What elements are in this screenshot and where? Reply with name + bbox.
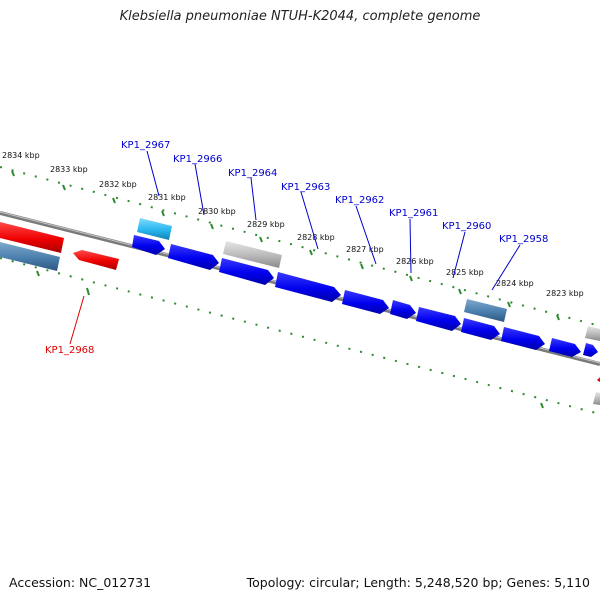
map-title: Klebsiella pneumoniae NTUH-K2044, comple… (119, 9, 481, 24)
gene-arrow-forward[interactable] (501, 327, 545, 350)
gene-label[interactable]: KP1_2961 (389, 208, 438, 219)
kbp-label: 2830 kbp (198, 207, 236, 216)
gene-arrow-forward[interactable] (219, 258, 274, 285)
gene-block-gray[interactable] (223, 241, 282, 268)
gene-arrow-forward[interactable] (461, 318, 500, 340)
gene-block-cyan[interactable] (137, 218, 172, 240)
gene-arrow-forward[interactable] (549, 338, 581, 357)
gene-label[interactable]: KP1_2968 (45, 345, 94, 356)
forward-genes (132, 235, 598, 357)
gene-label[interactable]: KP1_2960 (442, 221, 491, 232)
gene-block-steel[interactable] (0, 242, 60, 271)
outer-ruler (0, 166, 600, 327)
kbp-label: 2828 kbp (297, 233, 335, 242)
inner-ruler-major-ticks (36, 270, 544, 409)
label-leaders (69, 150, 521, 345)
gene-arrow-forward[interactable] (168, 244, 219, 270)
gene-label[interactable]: KP1_2967 (121, 140, 170, 151)
gene-labels: KP1_2967 KP1_2966 KP1_2964 KP1_2963 KP1_… (45, 140, 548, 356)
gene-arrow-forward[interactable] (342, 290, 389, 314)
gene-block-steel[interactable] (464, 299, 507, 322)
gene-arrow-forward[interactable] (390, 300, 416, 319)
gene-label[interactable]: KP1_2966 (173, 154, 222, 165)
kbp-label: 2833 kbp (50, 165, 88, 174)
gene-arrow-forward[interactable] (132, 235, 165, 255)
gene-arrow-forward[interactable] (583, 343, 598, 357)
gene-arrow-reverse[interactable] (597, 377, 600, 382)
reverse-genes (0, 222, 600, 382)
kbp-label: 2823 kbp (546, 289, 584, 298)
kbp-label: 2824 kbp (496, 279, 534, 288)
outer-ruler-major-ticks (11, 170, 560, 321)
accession-text: Accession: NC_012731 (9, 575, 152, 590)
kbp-label: 2834 kbp (2, 151, 40, 160)
gene-block-gray[interactable] (593, 392, 600, 405)
kbp-label: 2829 kbp (247, 220, 285, 229)
kbp-label: 2831 kbp (148, 193, 186, 202)
kbp-label: 2832 kbp (99, 180, 137, 189)
topology-text: Topology: circular; Length: 5,248,520 bp… (246, 575, 590, 590)
gene-label[interactable]: KP1_2962 (335, 195, 384, 206)
gene-label[interactable]: KP1_2958 (499, 234, 548, 245)
gene-arrow-forward[interactable] (416, 307, 461, 331)
kbp-label: 2827 kbp (346, 245, 384, 254)
gene-label[interactable]: KP1_2964 (228, 168, 277, 179)
kbp-label: 2826 kbp (396, 257, 434, 266)
kbp-label: 2825 kbp (446, 268, 484, 277)
gene-arrow-reverse[interactable] (0, 222, 64, 253)
gene-arrow-reverse[interactable] (73, 250, 119, 270)
gene-label[interactable]: KP1_2963 (281, 182, 330, 193)
pseudo-genes (223, 241, 600, 405)
inner-ruler (0, 257, 600, 415)
kbp-labels: 2834 kbp 2833 kbp 2832 kbp 2831 kbp 2830… (2, 151, 584, 298)
gene-block-gray[interactable] (585, 326, 600, 341)
gene-arrow-forward[interactable] (275, 272, 341, 302)
